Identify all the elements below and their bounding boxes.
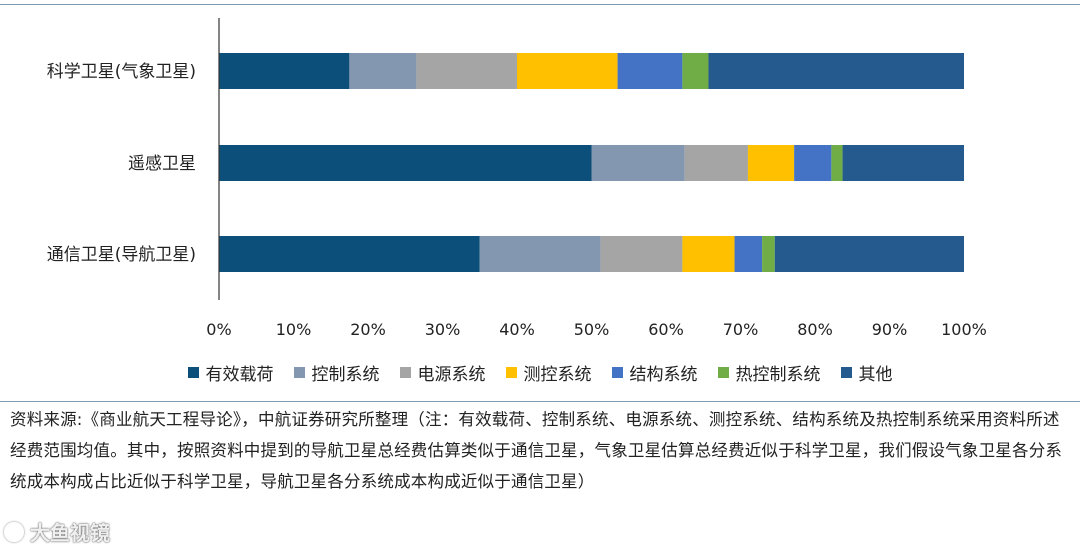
bar-segment-2-0 xyxy=(219,236,480,272)
bar-segment-0-6 xyxy=(708,53,964,89)
x-tick-label: 40% xyxy=(499,320,535,339)
legend-item-6: 其他 xyxy=(840,360,893,385)
watermark-text: 大鱼视镜 xyxy=(30,521,110,545)
x-tick-label: 100% xyxy=(941,320,987,339)
legend-swatch xyxy=(840,366,852,378)
bar-segment-2-5 xyxy=(762,236,775,272)
divider-rule xyxy=(0,401,1080,402)
bar-segment-2-1 xyxy=(479,236,601,272)
legend-label: 热控制系统 xyxy=(735,364,821,385)
watermark-logo-icon xyxy=(4,521,24,542)
bar-segment-0-4 xyxy=(617,53,683,89)
category-label: 科学卫星(气象卫星) xyxy=(47,62,196,82)
bar-segment-1-1 xyxy=(591,145,685,181)
source-note: 资料来源:《商业航天工程导论》，中航证券研究所整理（注：有效载荷、控制系统、电源… xyxy=(10,410,1063,491)
x-tick-label: 10% xyxy=(276,320,312,339)
legend-label: 控制系统 xyxy=(311,364,380,385)
bar-segment-0-1 xyxy=(349,53,417,89)
bar-segment-2-3 xyxy=(682,236,735,272)
legend-label: 其他 xyxy=(858,364,893,385)
bar-segment-0-3 xyxy=(517,53,618,89)
legend-item-5: 热控制系统 xyxy=(717,360,821,385)
bar-segment-1-4 xyxy=(794,145,832,181)
legend-swatch xyxy=(505,366,517,378)
x-tick-label: 20% xyxy=(350,320,386,339)
x-tick-label: 80% xyxy=(797,320,833,339)
legend-label: 电源系统 xyxy=(417,364,486,385)
x-tick-label: 70% xyxy=(723,320,759,339)
legend-swatch xyxy=(293,366,305,378)
legend-swatch xyxy=(717,366,729,378)
legend-swatch xyxy=(187,366,199,378)
bars-layer xyxy=(219,53,964,272)
bar-segment-2-6 xyxy=(774,236,964,272)
legend-item-4: 结构系统 xyxy=(611,360,698,385)
bar-segment-0-5 xyxy=(682,53,709,89)
legend-swatch xyxy=(399,366,411,378)
bar-segment-0-2 xyxy=(416,53,517,89)
watermark: 大鱼视镜 xyxy=(4,517,110,546)
legend-label: 有效载荷 xyxy=(205,364,274,385)
top-rule xyxy=(0,4,1080,5)
legend: 有效载荷 控制系统 电源系统 测控系统 结构系统 热控制系统 其他 xyxy=(0,358,1080,386)
legend-label: 结构系统 xyxy=(629,364,698,385)
x-tick-label: 30% xyxy=(425,320,461,339)
category-label: 遥感卫星 xyxy=(128,154,196,174)
bar-segment-0-0 xyxy=(219,53,350,89)
bar-segment-1-0 xyxy=(219,145,592,181)
legend-swatch xyxy=(611,366,623,378)
x-tick-label: 50% xyxy=(574,320,610,339)
legend-item-2: 电源系统 xyxy=(399,360,486,385)
category-label: 通信卫星(导航卫星) xyxy=(47,245,196,265)
x-tick-labels: 0% 10% 20% 30% 40% 50% 60% 70% 80% 90% 100% xyxy=(206,320,987,339)
legend-item-1: 控制系统 xyxy=(293,360,380,385)
bar-segment-1-5 xyxy=(831,145,843,181)
bar-segment-2-2 xyxy=(600,236,683,272)
legend-item-3: 测控系统 xyxy=(505,360,592,385)
bar-segment-1-2 xyxy=(684,145,748,181)
bar-segment-2-4 xyxy=(734,236,763,272)
legend-item-0: 有效载荷 xyxy=(187,360,274,385)
legend-label: 测控系统 xyxy=(523,364,592,385)
x-tick-label: 60% xyxy=(648,320,684,339)
x-tick-label: 90% xyxy=(872,320,908,339)
bar-segment-1-6 xyxy=(842,145,964,181)
x-tick-label: 0% xyxy=(206,320,231,339)
bar-segment-1-3 xyxy=(747,145,795,181)
